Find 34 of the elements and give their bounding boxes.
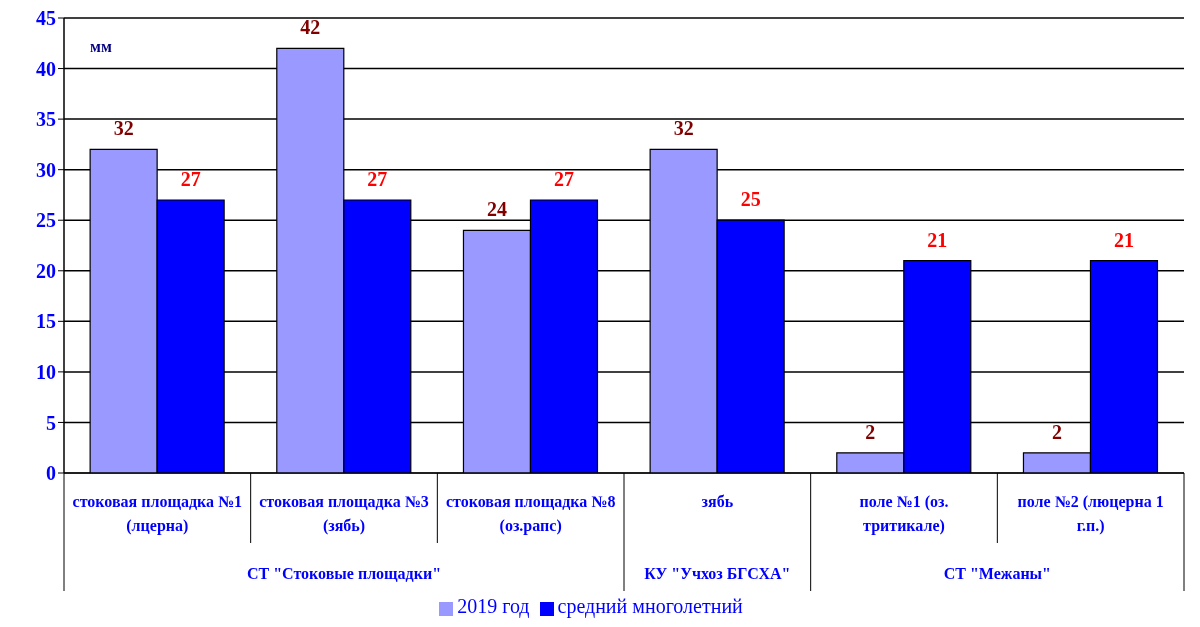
data-label: 24	[486, 198, 507, 221]
y-axis-title: мм	[90, 38, 112, 56]
y-tick-label: 10	[36, 360, 56, 383]
data-label: 2	[865, 420, 876, 443]
y-tick-label: 45	[36, 7, 56, 30]
data-label: 32	[673, 117, 694, 140]
legend-label: 2019 год	[457, 595, 530, 617]
x-tick-label: зябь	[701, 493, 734, 510]
y-tick-label: 35	[36, 108, 56, 131]
y-tick-label: 25	[36, 209, 56, 232]
data-label: 21	[1113, 228, 1134, 251]
y-tick-label: 5	[46, 411, 56, 434]
data-label: 25	[740, 188, 761, 211]
data-label: 32	[113, 117, 134, 140]
y-tick-label: 0	[46, 462, 56, 485]
data-label: 27	[553, 168, 574, 190]
data-label: 27	[367, 168, 388, 190]
x-tick-label: стоковая площадка №8 (оз.рапс)	[445, 493, 616, 535]
x-tick-label: поле №2 (люцерна 1 г.п.)	[1017, 493, 1164, 535]
x-tick-label: поле №1 (оз. тритикале)	[859, 493, 949, 535]
y-tick-label: 15	[36, 310, 56, 333]
data-label: 21	[927, 228, 948, 251]
text: КУ "Учхоз БГСХА"	[644, 565, 791, 582]
y-tick-label: 20	[36, 259, 56, 282]
data-label: 27	[180, 168, 201, 190]
text: СТ "Стоковые площадки"	[246, 565, 442, 582]
y-tick-label: 40	[36, 57, 56, 80]
y-tick-label: 30	[36, 158, 56, 181]
x-tick-label: стоковая площадка №3 (зябь)	[259, 493, 429, 535]
data-label: 42	[300, 16, 321, 39]
data-label: 2	[1051, 420, 1062, 443]
x-tick-label: стоковая площадка №1 (лцерна)	[72, 493, 243, 535]
text: СТ "Межаны"	[943, 565, 1051, 582]
legend-label: средний многолетний	[557, 595, 743, 617]
